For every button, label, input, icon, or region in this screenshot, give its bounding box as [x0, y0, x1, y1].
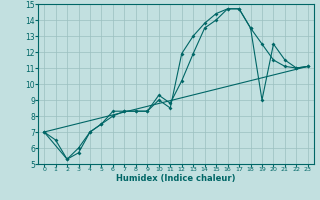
X-axis label: Humidex (Indice chaleur): Humidex (Indice chaleur) — [116, 174, 236, 183]
